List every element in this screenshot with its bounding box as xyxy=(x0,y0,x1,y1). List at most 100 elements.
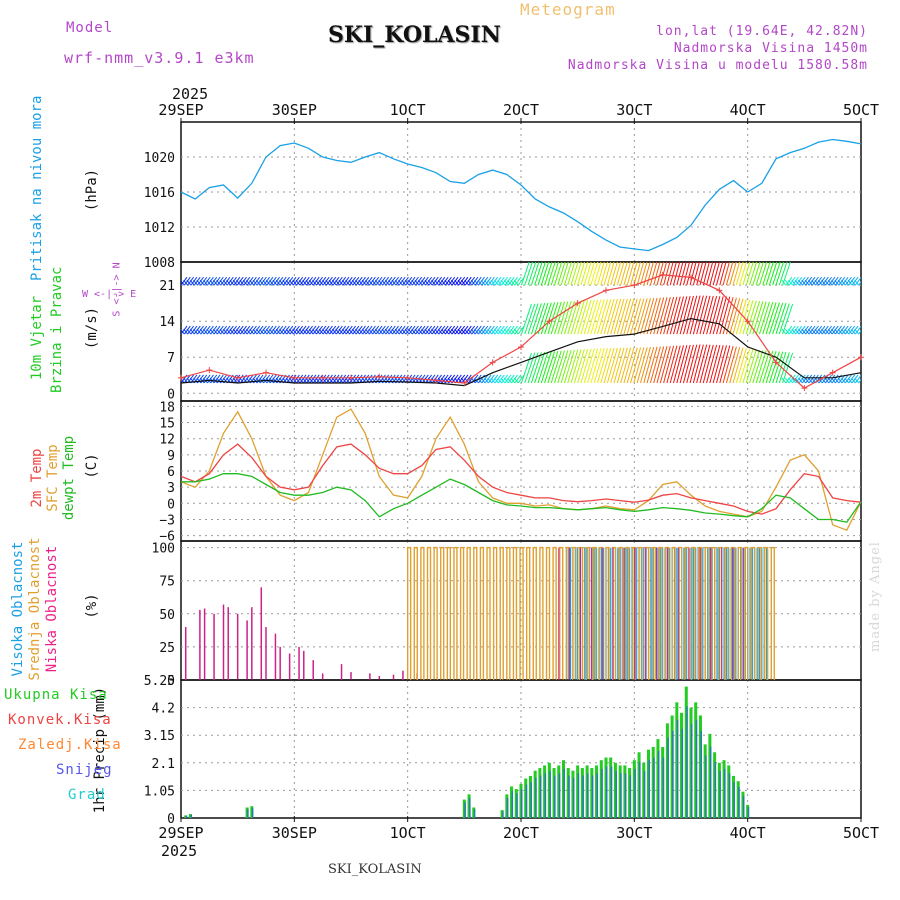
wind-barb xyxy=(577,348,589,384)
y-tick-label: 0 xyxy=(167,674,175,689)
wind-barb xyxy=(616,262,625,286)
wind-barb xyxy=(513,328,519,335)
wind-barb xyxy=(554,301,566,335)
wind-barb xyxy=(547,350,559,384)
wind-barb xyxy=(682,262,691,286)
wind-barb xyxy=(801,377,807,384)
precip-conv-bar xyxy=(601,768,603,818)
wind-barb xyxy=(702,344,714,384)
wind-barb xyxy=(341,328,347,335)
wind-barb xyxy=(557,301,569,335)
wind-barb xyxy=(844,279,850,286)
wind-barb xyxy=(633,262,641,286)
precip-conv-bar xyxy=(563,768,565,818)
wind-barb xyxy=(186,328,192,335)
y-tick-label: 1016 xyxy=(144,186,175,201)
wind-barb xyxy=(292,328,298,335)
wind-barb xyxy=(295,377,301,384)
wind-barb xyxy=(732,298,744,335)
cloud-mid-bar xyxy=(618,546,623,680)
wind-barb xyxy=(610,262,618,286)
wind-barb xyxy=(490,279,496,286)
wind-barb xyxy=(232,279,238,286)
wind-barb xyxy=(322,328,327,335)
wind-barb xyxy=(510,377,516,384)
y-tick-label: 1008 xyxy=(144,256,175,271)
wind-barb xyxy=(534,351,546,384)
wind-barb xyxy=(735,348,747,384)
wind-barb xyxy=(854,276,861,286)
wind-barb xyxy=(229,279,235,286)
precip-conv-bar xyxy=(742,795,745,818)
wind-barb xyxy=(844,377,850,384)
wind-barb xyxy=(827,328,833,335)
wind-gust-marker xyxy=(546,318,553,325)
wind-barb xyxy=(600,262,608,286)
wind-barb xyxy=(590,262,599,286)
wind-barb xyxy=(739,348,751,384)
wind-barb xyxy=(814,377,820,384)
wind-barb xyxy=(288,377,294,384)
y-tick-label: 18 xyxy=(159,400,175,415)
wind-barb xyxy=(858,379,861,384)
wind-barb xyxy=(434,328,440,335)
wind-barb xyxy=(844,328,850,335)
wind-barb xyxy=(597,348,608,384)
wind-barb xyxy=(706,262,714,286)
wind-barb xyxy=(493,328,499,335)
wind-barb xyxy=(411,328,417,335)
wind-barb xyxy=(441,279,446,286)
wind-barb xyxy=(298,328,304,335)
wind-barb xyxy=(745,349,757,384)
wind-barb xyxy=(279,328,284,335)
cloud-mid-bar xyxy=(658,546,663,680)
wind-barb xyxy=(444,377,450,384)
wind-barb xyxy=(841,328,846,335)
dewpoint-line xyxy=(181,473,862,523)
wind-barb xyxy=(196,377,202,384)
wind-barb xyxy=(351,328,357,335)
wind-barb xyxy=(563,349,575,384)
wind-barb xyxy=(782,352,794,384)
time-tick-bottom: 3OCT xyxy=(616,824,652,842)
wind-barb xyxy=(391,328,397,335)
precip-conv-bar xyxy=(681,728,684,818)
wind-barb xyxy=(331,328,337,335)
wind-barb xyxy=(404,279,410,286)
wind-barb xyxy=(417,279,423,286)
wind-barb xyxy=(544,262,553,286)
wind-gust-marker xyxy=(234,374,241,381)
wind-barb xyxy=(709,296,721,335)
wind-barb xyxy=(824,328,830,335)
wind-barb xyxy=(524,303,536,335)
wind-barb xyxy=(193,279,198,286)
wind-gust-marker xyxy=(801,385,808,392)
wind-barb xyxy=(686,262,694,286)
wind-barb xyxy=(610,347,622,384)
wind-barb xyxy=(745,262,754,286)
wind-barb xyxy=(193,377,198,384)
wind-barb xyxy=(292,279,298,286)
wind-barb xyxy=(216,377,222,384)
wind-barb xyxy=(467,279,473,286)
wind-barb xyxy=(854,325,861,335)
wind-barb xyxy=(636,298,648,335)
wind-barb xyxy=(666,296,678,335)
wind-barb xyxy=(755,350,767,384)
wind-barb xyxy=(487,377,493,384)
wind-barb xyxy=(269,279,274,286)
precip-conv-bar xyxy=(672,730,674,818)
wind-barb xyxy=(679,262,687,286)
y-tick-label: 9 xyxy=(167,449,175,464)
wind-barb xyxy=(692,344,704,384)
wind-barb xyxy=(782,303,794,335)
wind-gust-marker xyxy=(404,374,411,381)
precip-conv-bar xyxy=(719,771,721,818)
wind-barb xyxy=(590,348,602,384)
wind-barb xyxy=(600,299,612,335)
wind-barb xyxy=(503,328,509,335)
y-tick-label: −6 xyxy=(159,530,175,545)
wind-barb xyxy=(305,377,311,384)
wind-barb xyxy=(308,377,314,384)
wind-barb xyxy=(384,328,390,335)
